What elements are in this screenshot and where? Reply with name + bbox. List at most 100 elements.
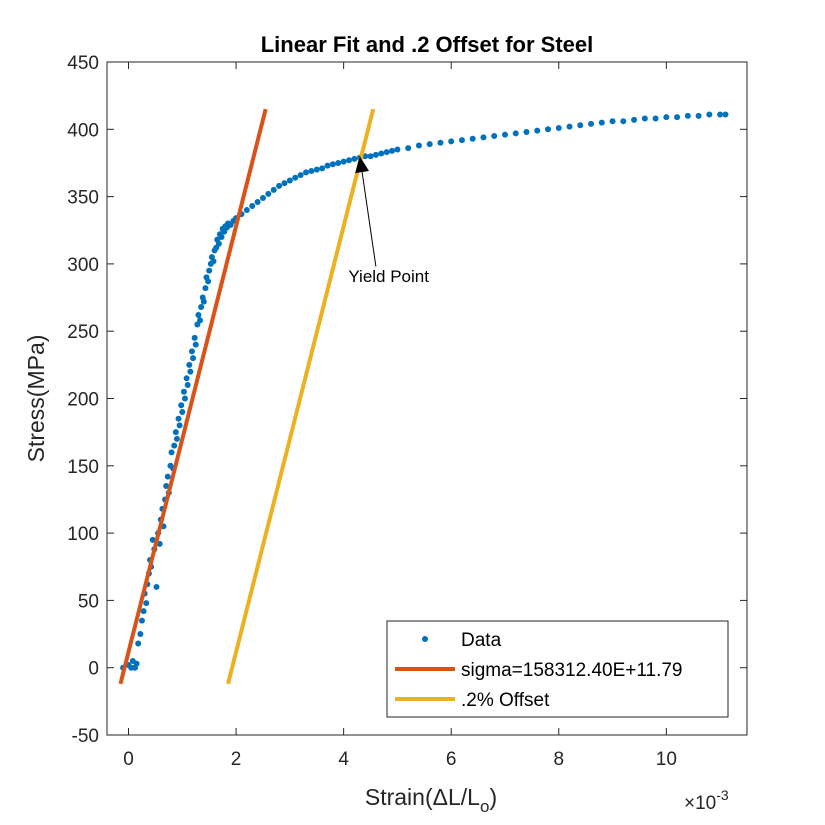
data-point <box>642 116 648 122</box>
data-point <box>219 234 225 240</box>
y-tick-label: 0 <box>88 659 99 680</box>
data-point <box>210 258 216 264</box>
legend-entry-label: .2% Offset <box>461 690 550 711</box>
data-point <box>599 120 605 126</box>
data-point <box>523 129 529 135</box>
data-point <box>588 121 594 127</box>
y-tick-label: 250 <box>67 322 99 343</box>
data-point <box>696 113 702 119</box>
data-point <box>255 199 261 205</box>
data-point <box>351 156 357 162</box>
data-point <box>384 149 390 155</box>
data-point <box>184 375 190 381</box>
data-point <box>491 133 497 139</box>
data-point <box>198 304 204 310</box>
data-point <box>330 161 336 167</box>
data-point <box>249 203 255 209</box>
legend-entry-label: Data <box>461 630 502 651</box>
data-point <box>545 126 551 132</box>
data-point <box>341 159 347 165</box>
data-point <box>141 608 147 614</box>
data-point <box>335 160 341 166</box>
y-tick-label: 150 <box>67 457 99 478</box>
legend-marker-data <box>422 636 428 642</box>
data-point <box>405 145 411 151</box>
data-point <box>513 130 519 136</box>
data-point <box>190 355 196 361</box>
data-point <box>287 177 293 183</box>
data-point <box>303 169 309 175</box>
data-point <box>165 474 171 480</box>
data-point <box>631 117 637 123</box>
data-point <box>448 138 454 144</box>
x-tick-label: 4 <box>338 749 349 770</box>
data-point <box>135 640 141 646</box>
data-point <box>394 146 400 152</box>
y-tick-label: 50 <box>78 591 99 612</box>
data-point <box>181 389 187 395</box>
data-point <box>134 661 140 667</box>
x-tick-label: 6 <box>446 749 457 770</box>
x-tick-label: 10 <box>656 749 677 770</box>
data-point <box>577 122 583 128</box>
data-point <box>186 362 192 368</box>
data-point <box>556 125 562 131</box>
data-point <box>153 584 159 590</box>
data-point <box>187 369 193 375</box>
data-point <box>378 151 384 157</box>
data-point <box>271 187 277 193</box>
data-point <box>260 195 266 201</box>
data-point <box>620 118 626 124</box>
data-point <box>143 600 149 606</box>
y-tick-label: 400 <box>67 120 99 141</box>
data-point <box>265 191 271 197</box>
data-point <box>171 443 177 449</box>
x-axis-label-main: Strain(ΔL/L <box>365 784 480 810</box>
data-point <box>722 111 728 117</box>
data-point <box>567 124 573 130</box>
y-tick-label: 100 <box>67 524 99 545</box>
data-point <box>373 152 379 158</box>
data-point <box>298 172 304 178</box>
data-point <box>173 429 179 435</box>
data-point <box>674 114 680 120</box>
y-tick-label: 450 <box>67 53 99 74</box>
x-axis-exponent-power: -3 <box>716 787 729 803</box>
data-point <box>179 409 185 415</box>
legend-entry-label: sigma=158312.40E+11.79 <box>461 660 683 681</box>
data-point <box>192 335 198 341</box>
data-point <box>195 312 201 318</box>
data-point <box>176 416 182 422</box>
data-point <box>244 207 250 213</box>
data-point <box>502 132 508 138</box>
data-point <box>706 111 712 117</box>
y-tick-label: 200 <box>67 390 99 411</box>
x-axis-label-suffix: ) <box>489 784 497 810</box>
y-tick-label: 350 <box>67 188 99 209</box>
data-point <box>292 175 298 181</box>
y-axis-label: Stress(MPa) <box>23 335 49 463</box>
data-point <box>276 183 282 189</box>
data-point <box>206 268 212 274</box>
data-point <box>653 116 659 122</box>
y-tick-label: -50 <box>72 726 99 747</box>
x-tick-label: 2 <box>231 749 242 770</box>
data-point <box>201 299 207 305</box>
data-point <box>169 449 175 455</box>
data-point <box>437 140 443 146</box>
data-point <box>325 163 331 169</box>
data-point <box>174 436 180 442</box>
data-point <box>193 342 199 348</box>
annotation-label: Yield Point <box>348 267 429 286</box>
data-point <box>459 137 465 143</box>
data-point <box>202 285 208 291</box>
data-point <box>389 148 395 154</box>
y-tick-label: 300 <box>67 255 99 276</box>
data-point <box>480 134 486 140</box>
data-point <box>177 422 183 428</box>
data-point <box>139 618 145 624</box>
data-point <box>216 241 222 247</box>
x-tick-label: 0 <box>123 749 134 770</box>
data-point <box>314 167 320 173</box>
